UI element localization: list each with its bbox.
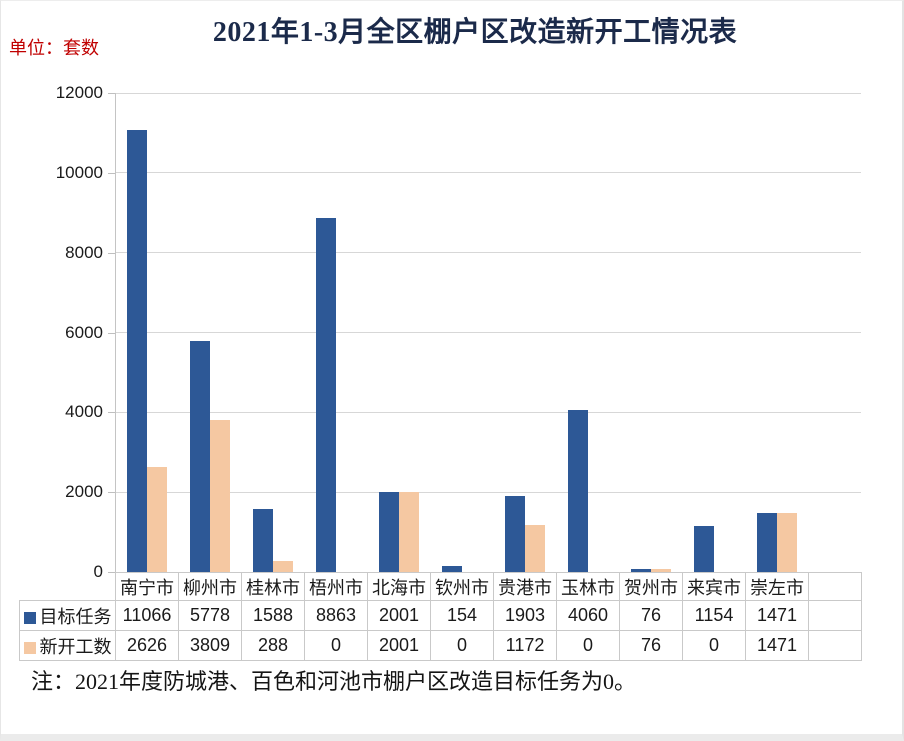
bar-新开工数-贵港市 [524,525,545,572]
category-header: 来宾市 [682,572,746,601]
value-cell: 0 [304,630,368,661]
legend-column-header [20,573,116,601]
value-cell: 76 [619,630,683,661]
legend-cell: 目标任务 [19,600,116,631]
value-cell: 76 [619,600,683,631]
bar-目标任务-北海市 [378,492,399,572]
value-cell: 1903 [493,600,557,631]
y-axis-tick [108,252,115,254]
bar-新开工数-崇左市 [776,513,797,572]
legend-label: 新开工数 [39,636,112,657]
category-header: 梧州市 [304,572,368,601]
bar-目标任务-梧州市 [315,218,336,572]
gridline-2000 [115,491,861,493]
gridline-8000 [115,252,861,254]
unit-label: 单位：套数 [9,38,99,58]
category-header: 柳州市 [178,572,242,601]
value-cell: 4060 [556,600,620,631]
value-cell: 288 [241,630,305,661]
legend-cell: 新开工数 [19,630,116,661]
gridline-6000 [115,332,861,333]
category-header: 玉林市 [556,572,620,601]
y-axis-label: 6000 [65,322,103,342]
bar-新开工数-柳州市 [209,420,230,572]
empty-cell [808,630,862,661]
value-cell: 154 [430,600,494,631]
value-cell: 2001 [367,600,431,631]
value-cell: 1471 [745,630,809,661]
y-axis-label: 10000 [55,162,103,182]
legend-label: 目标任务 [39,606,112,627]
bar-新开工数-南宁市 [146,467,167,572]
category-header: 贺州市 [619,572,683,601]
value-cell: 1471 [745,600,809,631]
bar-新开工数-北海市 [398,492,419,572]
y-axis-tick [108,412,115,414]
value-cell: 11066 [115,600,179,631]
category-header: 贵港市 [493,572,557,601]
y-axis-label: 2000 [65,482,103,502]
empty-header-cell [808,572,862,601]
bar-目标任务-贺州市 [630,569,651,572]
bar-目标任务-柳州市 [189,341,210,572]
value-cell: 8863 [304,600,368,631]
y-axis-tick [108,93,115,94]
footnote: 注：2021年度防城港、百色和河池市棚户区改造目标任务为0。 [31,669,637,694]
y-axis-tick [108,172,115,174]
legend-swatch-icon [23,611,36,624]
chart-title: 2021年1-3月全区棚户区改造新开工情况表 [212,17,738,48]
y-axis-tick [108,332,115,334]
value-cell: 0 [430,630,494,661]
bar-目标任务-来宾市 [693,526,714,572]
y-axis-label: 4000 [65,402,103,422]
empty-cell [808,600,862,631]
category-header: 北海市 [367,572,431,601]
y-axis-tick [108,492,115,494]
value-cell: 2626 [115,630,179,661]
value-cell: 1588 [241,600,305,631]
bar-目标任务-崇左市 [756,513,777,572]
y-axis-label: 0 [93,562,103,581]
value-cell: 0 [682,630,746,661]
data-table: 南宁市 柳州市 桂林市 梧州市 北海市 钦州市 贵港市 玉林市 贺州市 来宾市 崇左市 目标任务 110… [19,572,862,661]
gridline-12000 [115,92,861,94]
bar-目标任务-桂林市 [252,509,273,572]
y-axis-label: 12000 [55,83,103,102]
table-row-目标任务: 目标任务 11066 5778 1588 8863 2001 154 1903 4060 76 11… [19,600,862,631]
bar-新开工数-贺州市 [650,569,671,572]
bar-目标任务-钦州市 [441,566,462,572]
gridline-4000 [115,411,861,413]
y-axis-line [115,93,116,572]
category-header: 钦州市 [430,572,494,601]
y-axis-label: 8000 [65,242,103,262]
value-cell: 2001 [367,630,431,661]
category-header: 崇左市 [745,572,809,601]
category-header: 南宁市 [115,572,179,601]
value-cell: 1154 [682,600,746,631]
value-cell: 0 [556,630,620,661]
value-cell: 1172 [493,630,557,661]
bar-目标任务-南宁市 [126,130,147,572]
value-cell: 5778 [178,600,242,631]
value-cell: 3809 [178,630,242,661]
gridline-10000 [115,172,861,174]
category-header: 桂林市 [241,572,305,601]
y-axis-tick [108,572,115,573]
legend-swatch-icon [23,641,36,654]
bar-目标任务-玉林市 [567,410,588,572]
table-row-新开工数: 新开工数 2626 3809 288 0 2001 0 1172 0 76 0 1471 [19,630,862,661]
bar-目标任务-贵港市 [504,496,525,572]
bar-新开工数-桂林市 [272,561,293,572]
